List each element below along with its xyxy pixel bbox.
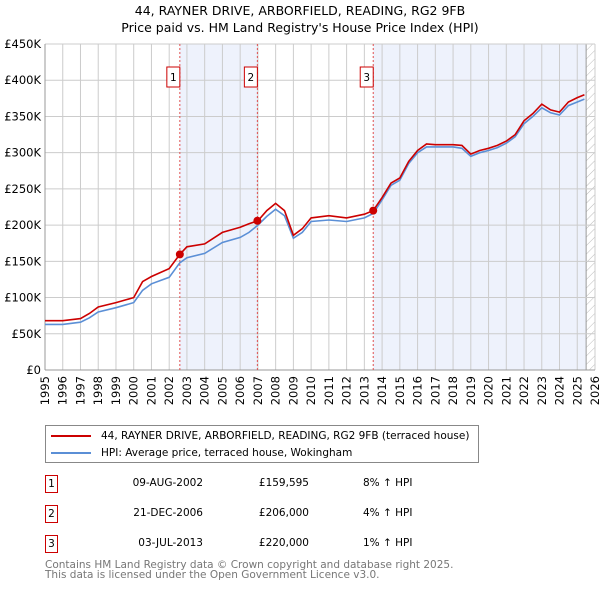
legend-item-property: 44, RAYNER DRIVE, ARBORFIELD, READING, R… — [51, 428, 469, 444]
x-tick-label: 1998 — [91, 376, 105, 405]
x-tick-label: 2009 — [286, 376, 300, 405]
x-tick-label: 2014 — [375, 376, 389, 405]
x-tick-label: 1997 — [73, 376, 87, 405]
x-tick-label: 2024 — [553, 376, 567, 405]
sale-label-box — [359, 66, 374, 88]
legend-item-hpi: HPI: Average price, terraced house, Woki… — [51, 445, 352, 461]
sale-label: 3 — [363, 72, 370, 84]
footer-copyright: Contains HM Land Registry data © Crown c… — [45, 559, 454, 571]
x-tick-label: 2018 — [446, 376, 460, 405]
title-line-2: Price paid vs. HM Land Registry's House … — [121, 20, 479, 35]
shaded-period — [373, 44, 587, 370]
x-tick-label: 2026 — [588, 376, 600, 405]
x-tick-label: 1999 — [109, 376, 123, 405]
legend-swatch-blue — [51, 452, 91, 454]
y-tick-label: £50K — [12, 327, 42, 341]
footer: Contains HM Land Registry data © Crown c… — [45, 559, 454, 581]
x-tick-label: 2001 — [144, 376, 158, 405]
transaction-price: £159,595 — [258, 477, 309, 489]
x-tick-label: 2022 — [517, 376, 531, 405]
y-tick-label: £450K — [4, 37, 41, 51]
transaction-row: 1 09-AUG-2002 £159,595 8% ↑ HPI — [45, 475, 465, 493]
footer-licence: This data is licensed under the Open Gov… — [45, 569, 380, 581]
transaction-marker: 3 — [45, 535, 58, 553]
x-tick-label: 2019 — [464, 376, 478, 405]
transaction-date: 09-AUG-2002 — [132, 477, 203, 489]
title-line-1: 44, RAYNER DRIVE, ARBORFIELD, READING, R… — [134, 3, 466, 18]
sale-point — [253, 216, 262, 225]
sale-point — [175, 250, 184, 259]
transaction-row: 3 03-JUL-2013 £220,000 1% ↑ HPI — [45, 535, 465, 553]
hpi-line — [45, 98, 585, 326]
transaction-hpi: 1% ↑ HPI — [363, 537, 413, 549]
x-tick-label: 2015 — [393, 376, 407, 405]
y-tick-label: £300K — [4, 146, 41, 160]
transaction-marker: 1 — [45, 475, 58, 493]
transaction-date: 21-DEC-2006 — [133, 507, 203, 519]
x-tick-label: 2000 — [127, 376, 141, 405]
property-line — [45, 93, 585, 322]
y-tick-label: £250K — [4, 182, 41, 196]
y-tick-label: £100K — [4, 291, 41, 305]
transaction-row: 2 21-DEC-2006 £206,000 4% ↑ HPI — [45, 505, 465, 523]
sale-point — [369, 206, 378, 215]
x-tick-label: 2007 — [251, 376, 265, 405]
sale-label-box — [166, 66, 181, 88]
x-tick-label: 2016 — [411, 376, 425, 405]
x-tick-label: 2005 — [215, 376, 229, 405]
forecast-hatch — [586, 44, 595, 370]
x-tick-label: 1996 — [56, 376, 70, 405]
legend: 44, RAYNER DRIVE, ARBORFIELD, READING, R… — [45, 425, 479, 463]
transaction-price: £206,000 — [258, 507, 309, 519]
x-tick-label: 2011 — [322, 376, 336, 405]
shaded-period — [179, 44, 258, 370]
x-tick-label: 2003 — [180, 376, 194, 405]
transaction-hpi: 4% ↑ HPI — [363, 507, 413, 519]
y-tick-label: £400K — [4, 73, 41, 87]
transaction-hpi: 8% ↑ HPI — [363, 477, 413, 489]
x-tick-label: 2023 — [535, 376, 549, 405]
legend-swatch-red — [51, 435, 91, 437]
price-chart: 1995 1996 1997 1998 1999 2000 2001 2002 2003 2004… — [4, 37, 600, 405]
x-tick-label: 2012 — [340, 376, 354, 405]
chart-title: 44, RAYNER DRIVE, ARBORFIELD, READING, R… — [0, 2, 600, 36]
legend-label: 44, RAYNER DRIVE, ARBORFIELD, READING, R… — [101, 430, 470, 442]
y-tick-label: £0 — [26, 363, 41, 377]
transaction-price: £220,000 — [258, 537, 309, 549]
x-tick-label: 2006 — [233, 376, 247, 405]
x-tick-label: 2025 — [570, 376, 584, 405]
sale-label: 1 — [170, 72, 177, 84]
x-tick-label: 2013 — [357, 376, 371, 405]
x-tick-label: 2002 — [162, 376, 176, 405]
y-tick-label: £200K — [4, 218, 41, 232]
x-tick-label: 1995 — [38, 376, 52, 405]
legend-label: HPI: Average price, terraced house, Woki… — [101, 447, 353, 459]
x-tick-label: 2020 — [482, 376, 496, 405]
transaction-date: 03-JUL-2013 — [138, 537, 203, 549]
y-tick-label: £150K — [4, 254, 41, 268]
sale-label: 2 — [248, 72, 255, 84]
x-tick-label: 2004 — [198, 376, 212, 405]
x-tick-label: 2010 — [304, 376, 318, 405]
sale-label-box — [243, 66, 258, 88]
y-tick-label: £350K — [4, 109, 41, 123]
transaction-marker: 2 — [45, 505, 58, 523]
x-tick-label: 2021 — [499, 376, 513, 405]
x-tick-label: 2017 — [428, 376, 442, 405]
x-tick-label: 2008 — [269, 376, 283, 405]
